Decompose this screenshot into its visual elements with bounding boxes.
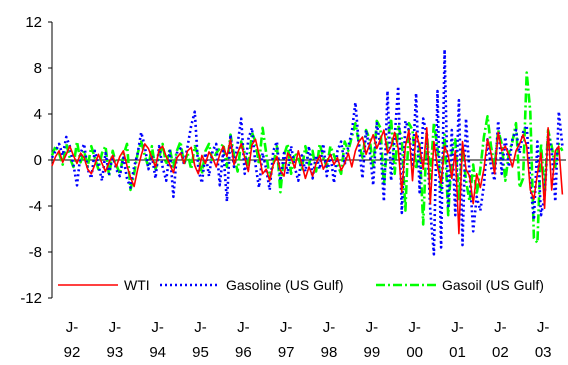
y-tick-label: -4 (29, 198, 42, 215)
series-line-wti (51, 127, 564, 235)
x-tick-label-bottom: 01 (449, 344, 466, 361)
x-tick-label-top: J- (323, 319, 336, 336)
x-tick-label-top: J- (408, 319, 421, 336)
x-tick-label-top: J- (494, 319, 507, 336)
series-line-gasoil-us-gulf (50, 71, 564, 245)
x-tick-label-top: J- (237, 319, 250, 336)
x-tick-label-bottom: 97 (278, 344, 295, 361)
y-tick-label: 4 (34, 106, 42, 123)
x-tick-label-top: J- (194, 319, 207, 336)
x-tick-label-top: J- (366, 319, 379, 336)
x-tick-label-bottom: 98 (321, 344, 338, 361)
x-tick-label-top: J- (451, 319, 464, 336)
y-tick-label: 8 (34, 60, 42, 77)
x-tick-label-top: J- (280, 319, 293, 336)
x-tick-label-bottom: 02 (492, 344, 509, 361)
y-tick-label: 0 (34, 152, 42, 169)
x-tick-label-bottom: 94 (149, 344, 166, 361)
legend-label-bg (224, 273, 365, 290)
legend-label: Gasoline (US Gulf) (226, 277, 343, 293)
x-tick-label-top: J- (109, 319, 122, 336)
legend-label-bg (122, 273, 149, 290)
y-tick-label: -12 (20, 290, 42, 307)
y-axis: -12 -8 -4 0 4 8 12 (20, 14, 52, 307)
x-tick-label-bottom: 92 (64, 344, 81, 361)
x-tick-label-bottom: 95 (192, 344, 209, 361)
x-tick-label-top: J- (66, 319, 79, 336)
series-layer (50, 48, 564, 256)
x-axis: J- 92 J- 93 J- 94 J- 95 J- 96 J- 97 J- 98 J- 99 J- 00 J- 01… (64, 319, 552, 361)
x-tick-label-bottom: 96 (235, 344, 252, 361)
x-tick-label-bottom: 93 (106, 344, 123, 361)
y-tick-label: -8 (29, 244, 42, 261)
legend-label: Gasoil (US Gulf) (442, 277, 544, 293)
legend-label-bg (440, 273, 566, 290)
x-tick-label-bottom: 00 (406, 344, 423, 361)
legend-label: WTI (124, 277, 150, 293)
y-tick-label: 12 (25, 14, 42, 31)
x-tick-label-bottom: 03 (535, 344, 552, 361)
x-tick-label-top: J- (537, 319, 550, 336)
legend: WTI Gasoline (US Gulf) Gasoil (US Gulf) (58, 273, 566, 293)
x-tick-label-top: J- (151, 319, 164, 336)
x-tick-label-bottom: 99 (363, 344, 380, 361)
